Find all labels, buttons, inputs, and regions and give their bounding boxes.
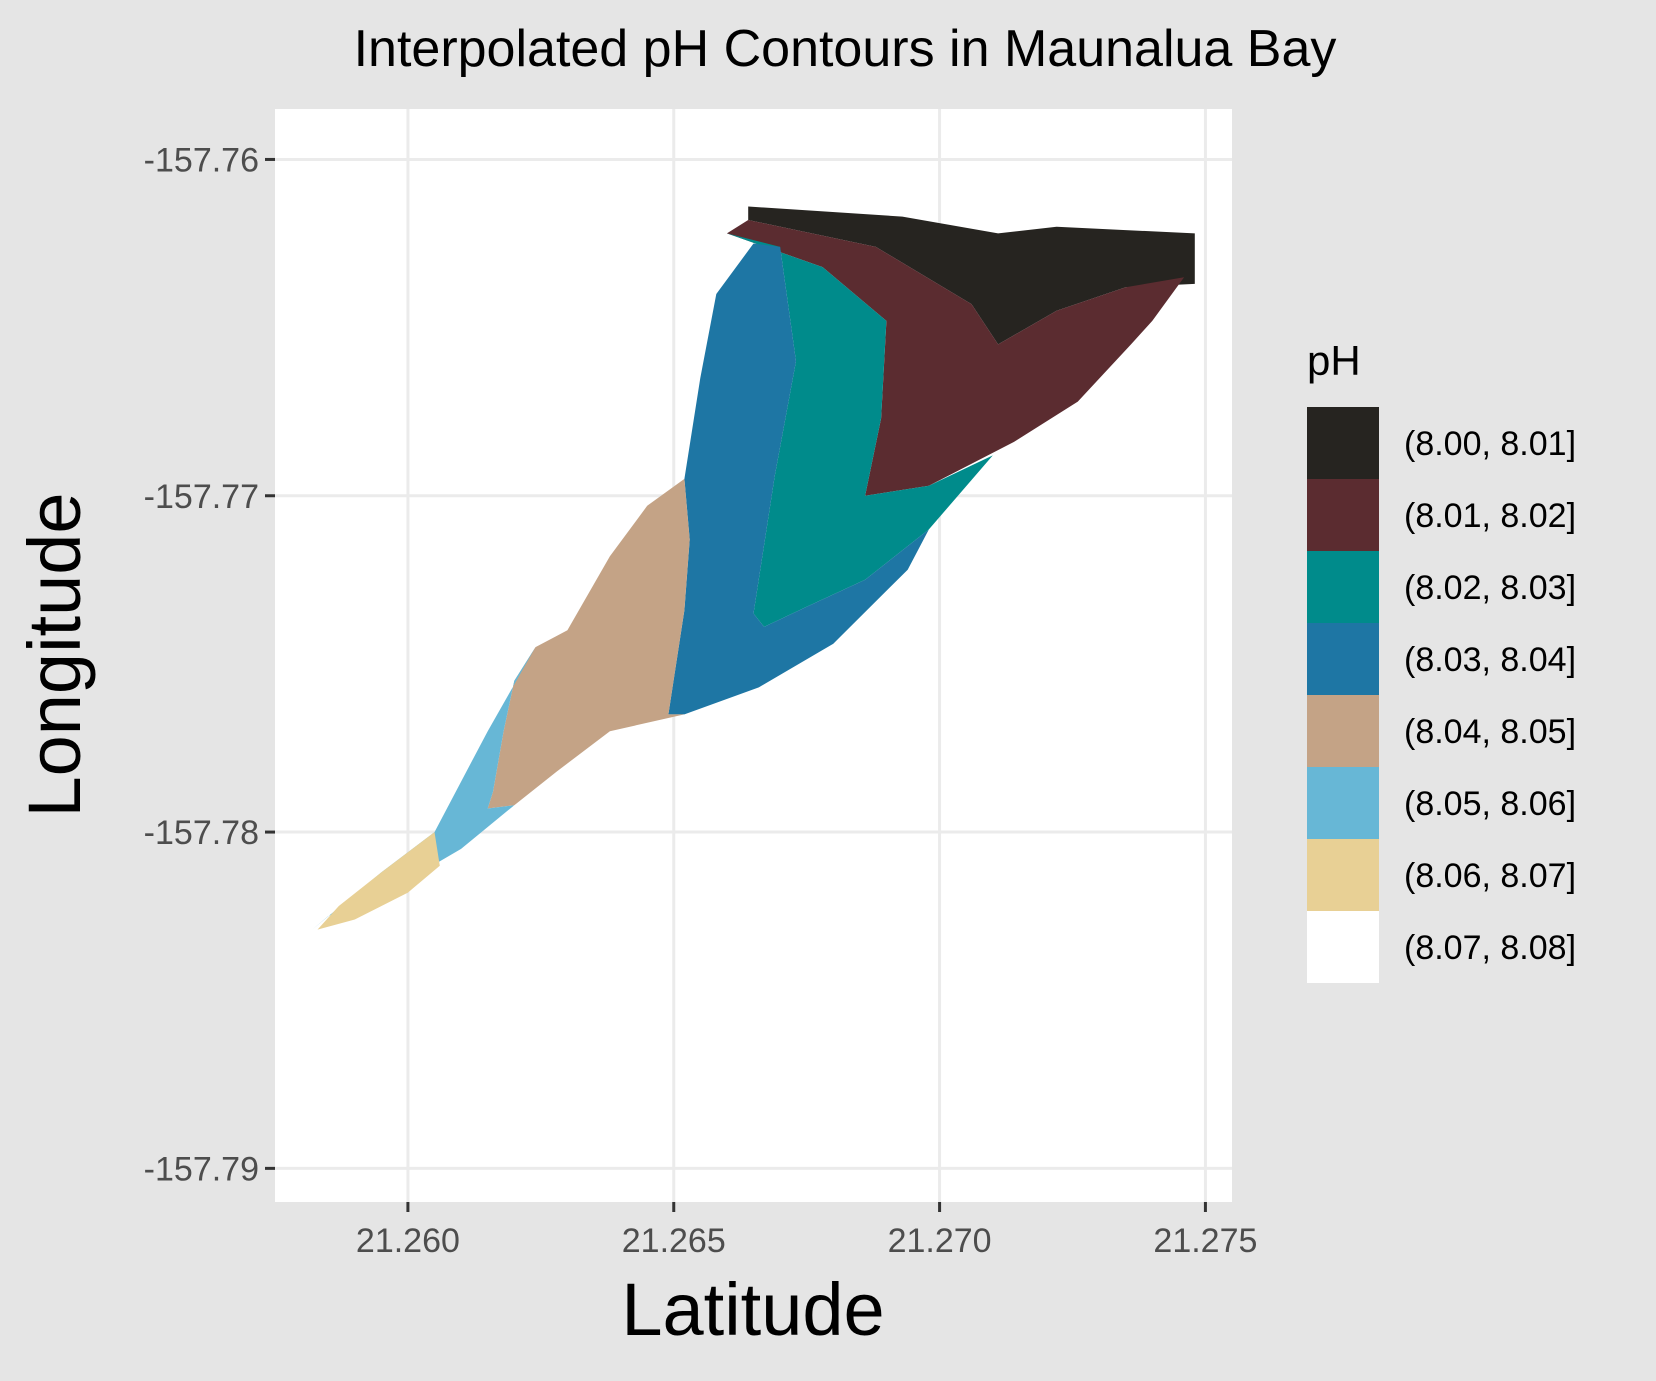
legend-label: (8.03, 8.04] [1404,641,1576,679]
y-axis-title: Longitude [13,492,96,817]
x-axis-title: Latitude [621,1268,884,1351]
legend-key [1307,839,1379,911]
legend-key [1307,479,1379,551]
x-tick-label: 21.270 [888,1222,992,1260]
contour-region [726,233,993,627]
grid-lines [275,109,1232,1202]
legend-key [1307,551,1379,623]
x-tick-label: 21.265 [622,1222,726,1260]
y-tick-label: -157.79 [144,1150,259,1188]
y-axis: -157.76 -157.77 -157.78 -157.79 [144,141,275,1188]
legend-label: (8.02, 8.03] [1404,569,1576,607]
legend-key [1307,767,1379,839]
contour-region [312,647,536,930]
legend-label: (8.01, 8.02] [1404,497,1576,535]
x-axis: 21.260 21.265 21.270 21.275 [356,1202,1257,1260]
legend-label: (8.06, 8.07] [1404,857,1576,895]
y-tick-label: -157.77 [144,478,259,516]
legend-label: (8.04, 8.05] [1404,713,1576,751]
legend-label: (8.07, 8.08] [1404,929,1576,967]
contour-region [668,243,929,715]
legend-key [1307,623,1379,695]
legend-label: (8.00, 8.01] [1404,425,1576,463]
chart-title: Interpolated pH Contours in Maunalua Bay [354,20,1337,78]
legend-title: pH [1307,337,1361,384]
x-tick-label: 21.275 [1153,1222,1257,1260]
contour-regions [312,206,1195,930]
y-tick-label: -157.76 [144,141,259,179]
legend: pH (8.00, 8.01] (8.01, 8.02] (8.02, 8.03] (… [1307,337,1576,983]
legend-key [1307,407,1379,479]
legend-label: (8.05, 8.06] [1404,785,1576,823]
contour-region [748,206,1195,345]
y-tick-label: -157.78 [144,814,259,852]
contour-region [726,220,1185,496]
x-tick-label: 21.260 [356,1222,460,1260]
legend-key [1307,695,1379,767]
legend-key [1307,911,1379,983]
contour-region [317,832,440,930]
contour-region [487,478,690,809]
